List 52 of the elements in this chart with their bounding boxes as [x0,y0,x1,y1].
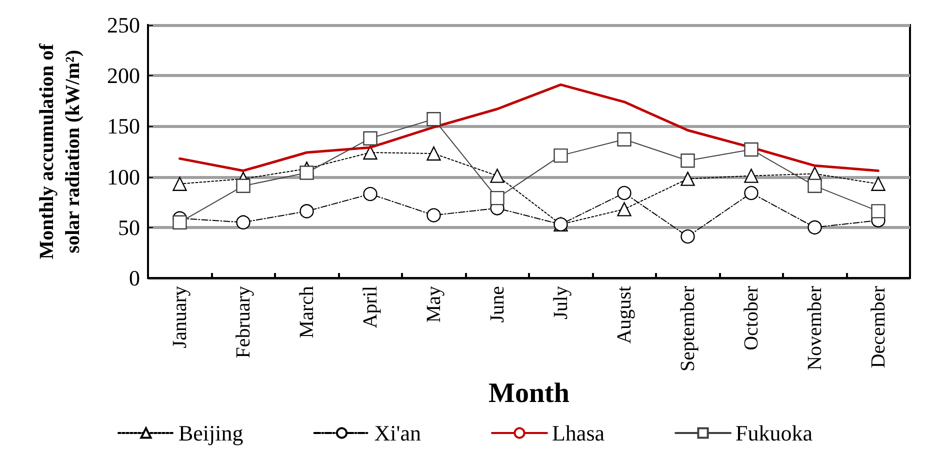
x-tick-label: September [676,286,699,372]
x-tick-label: July [550,286,572,320]
y-tick-label: 250 [107,12,140,38]
point [744,142,758,157]
point [744,168,758,183]
point [172,215,187,230]
point [363,145,378,160]
legend-label: Beijing [178,420,244,446]
x-tick-label: March [296,286,318,338]
point [426,208,441,222]
point [808,220,822,234]
x-tick-label: April [359,286,382,328]
legend-label: Lhasa [552,420,605,446]
x-tick-label: May [422,286,445,323]
point [300,204,314,218]
point [363,186,378,202]
point [617,186,632,200]
y-tick-label: 150 [107,114,140,139]
point [236,215,250,230]
point [680,154,695,168]
point [236,178,250,194]
point [490,168,504,183]
point [617,132,632,146]
x-tick-label: November [804,286,826,370]
y-tick-label: 0 [129,266,140,290]
point [871,176,886,191]
point [871,204,886,218]
legend-label: Fukuoka [736,420,813,446]
point [363,131,378,146]
x-tick-label: December [867,286,890,368]
point [426,146,441,161]
point [680,229,695,244]
point [554,148,568,163]
y-axis-title: Monthly accumulation of solar radiation (kW/m²) [36,43,84,260]
point [744,186,758,200]
y-tick-label: 100 [107,164,140,190]
point [426,112,441,126]
y-tick-label: 50 [118,214,140,240]
y-tick-label: 200 [107,63,140,88]
point [617,202,632,216]
point [680,172,695,186]
x-tick-label: October [740,286,762,350]
x-tick-label: August [613,286,636,344]
x-axis-title: Month [488,378,570,409]
x-tick-label: June [486,286,508,323]
x-tick-label: February [232,286,254,358]
point [490,190,504,206]
point [808,178,822,194]
legend-label: Xi'an [374,420,421,446]
point [300,166,314,180]
point [172,176,187,191]
x-tick-label: January [168,286,191,348]
